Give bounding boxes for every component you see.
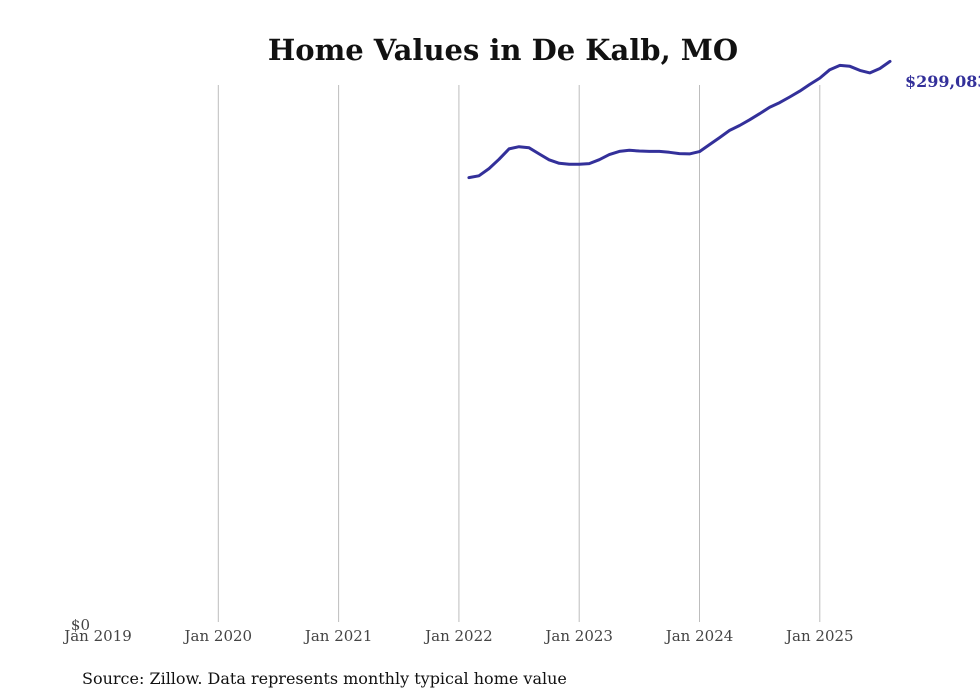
x-axis-ticks: Jan 2019 Jan 2020 Jan 2021 Jan 2022 Jan 2023… xyxy=(62,627,853,645)
series-line xyxy=(467,59,892,180)
x-tick-label-6: Jan 2025 xyxy=(784,627,854,645)
end-value-label: $299,083 xyxy=(905,72,980,91)
x-tick-label-2: Jan 2021 xyxy=(303,627,373,645)
x-tick-label-3: Jan 2022 xyxy=(423,627,493,645)
y-tick-label-0: $0 xyxy=(71,616,90,634)
x-tick-label-5: Jan 2024 xyxy=(664,627,734,645)
source-note: Source: Zillow. Data represents monthly … xyxy=(82,669,567,688)
x-tick-label-1: Jan 2020 xyxy=(183,627,253,645)
chart-title: Home Values in De Kalb, MO xyxy=(268,33,738,67)
x-tick-label-4: Jan 2023 xyxy=(543,627,613,645)
gridlines xyxy=(217,85,821,622)
x-tick-label-0: Jan 2019 xyxy=(62,627,132,645)
